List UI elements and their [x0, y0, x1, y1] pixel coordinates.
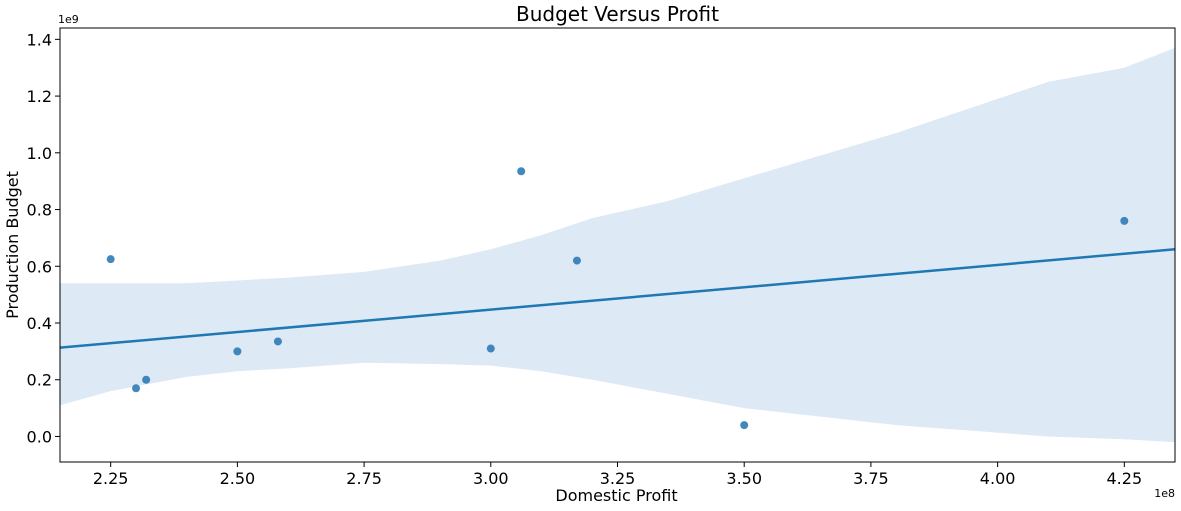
data-point: [142, 375, 151, 384]
x-tick-label: 4.25: [1107, 469, 1143, 488]
data-point: [132, 384, 141, 393]
x-tick-label: 2.50: [220, 469, 256, 488]
x-axis-label: Domestic Profit: [555, 486, 677, 505]
confidence-band: [60, 47, 1175, 443]
x-tick-label: 4.00: [980, 469, 1016, 488]
y-tick-label: 0.4: [27, 314, 52, 333]
chart-title: Budget Versus Profit: [516, 2, 719, 26]
data-point: [1120, 216, 1129, 225]
y-tick-label: 0.2: [27, 371, 52, 390]
data-point: [572, 256, 581, 265]
x-tick-label: 2.75: [346, 469, 382, 488]
data-point: [233, 347, 242, 356]
data-point: [273, 337, 282, 346]
regression-line: [60, 248, 1175, 349]
y-axis-label: Production Budget: [3, 171, 22, 319]
data-point: [106, 255, 115, 264]
x-tick-label: 3.75: [853, 469, 889, 488]
x-tick-label: 2.25: [93, 469, 129, 488]
data-point: [517, 167, 526, 176]
y-tick-label: 1.0: [27, 144, 52, 163]
x-axis-offset-label: 1e8: [1154, 487, 1175, 500]
x-tick-label: 3.25: [600, 469, 636, 488]
y-axis-offset-label: 1e9: [58, 13, 79, 26]
x-tick-label: 3.00: [473, 469, 509, 488]
y-tick-label: 0.0: [27, 427, 52, 446]
plot-area: [60, 47, 1175, 443]
y-tick-label: 0.6: [27, 257, 52, 276]
x-tick-label: 3.50: [726, 469, 762, 488]
y-tick-label: 0.8: [27, 201, 52, 220]
y-tick-label: 1.2: [27, 87, 52, 106]
data-point: [740, 421, 749, 430]
y-tick-label: 1.4: [27, 30, 52, 49]
data-point: [486, 344, 495, 353]
